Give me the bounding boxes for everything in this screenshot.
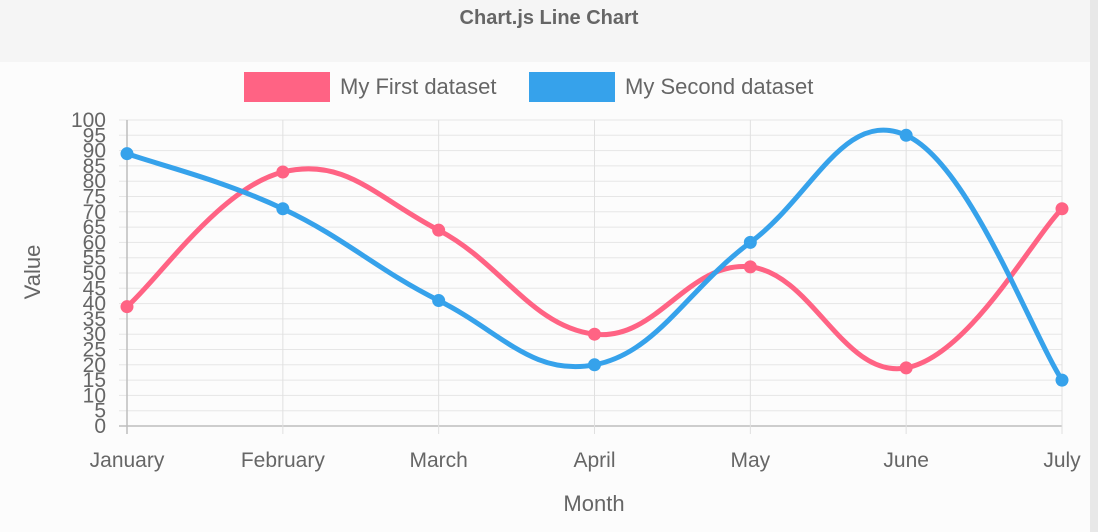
legend-label[interactable]: My Second dataset <box>625 74 813 99</box>
data-point-series-2[interactable] <box>120 147 134 161</box>
x-axis-title: Month <box>563 491 624 516</box>
legend-swatch[interactable] <box>529 72 615 102</box>
y-axis-title: Value <box>20 245 45 300</box>
y-tick-label: 80 <box>83 170 106 193</box>
grid-lines <box>119 119 1063 434</box>
y-tick-label: 65 <box>83 216 106 239</box>
y-tick-label: 60 <box>83 231 106 254</box>
x-tick-label: May <box>730 449 770 472</box>
y-tick-label: 85 <box>83 155 106 178</box>
y-tick-label: 0 <box>94 415 106 438</box>
data-point-series-2[interactable] <box>432 294 446 308</box>
x-tick-label: January <box>90 449 165 472</box>
x-tick-label: April <box>573 449 615 472</box>
data-point-series-2[interactable] <box>743 235 757 249</box>
y-tick-label: 45 <box>83 277 106 300</box>
y-tick-label: 35 <box>83 308 106 331</box>
y-tick-label: 40 <box>83 293 106 316</box>
y-tick-label: 20 <box>83 354 106 377</box>
legend[interactable]: My First dataset My Second dataset <box>244 72 813 102</box>
series-line-2 <box>124 127 1065 383</box>
y-tick-label: 100 <box>71 109 106 132</box>
legend-label[interactable]: My First dataset <box>340 74 496 99</box>
legend-swatch[interactable] <box>244 72 330 102</box>
data-point-series-1[interactable] <box>588 327 601 341</box>
data-point-series-1[interactable] <box>432 223 446 237</box>
y-tick-label: 10 <box>83 384 106 407</box>
data-point-series-2[interactable] <box>1055 373 1069 387</box>
page-title: Chart.js Line Chart <box>459 7 639 29</box>
data-point-series-2[interactable] <box>588 358 601 372</box>
data-point-series-1[interactable] <box>276 165 290 179</box>
y-tick-label: 50 <box>83 262 106 285</box>
data-point-series-1[interactable] <box>120 300 134 314</box>
y-tick-label: 70 <box>83 201 106 224</box>
y-tick-label: 90 <box>83 140 106 163</box>
data-point-series-2[interactable] <box>276 202 290 216</box>
y-tick-label: 15 <box>83 369 106 392</box>
data-point-series-1[interactable] <box>899 361 913 375</box>
series-points <box>120 128 1069 387</box>
y-tick-label: 30 <box>83 323 106 346</box>
data-point-series-2[interactable] <box>899 128 913 142</box>
data-point-series-1[interactable] <box>1055 202 1069 216</box>
data-point-series-1[interactable] <box>743 260 757 274</box>
x-tick-label: March <box>409 449 467 472</box>
x-tick-label: February <box>241 449 326 472</box>
y-tick-label: 5 <box>94 400 106 423</box>
x-tick-label: July <box>1043 449 1081 472</box>
x-axis-ticks: January February March April May June July <box>90 449 1082 472</box>
y-tick-label: 25 <box>83 339 106 362</box>
y-tick-label: 95 <box>83 124 106 147</box>
y-tick-label: 55 <box>83 247 106 270</box>
y-axis-ticks: 0510152025303540455055606570758085909510… <box>71 109 106 438</box>
y-tick-label: 75 <box>83 186 106 209</box>
page-header: Chart.js Line Chart <box>0 0 1098 62</box>
scrollbar[interactable] <box>1090 0 1098 532</box>
x-tick-label: June <box>883 449 929 472</box>
